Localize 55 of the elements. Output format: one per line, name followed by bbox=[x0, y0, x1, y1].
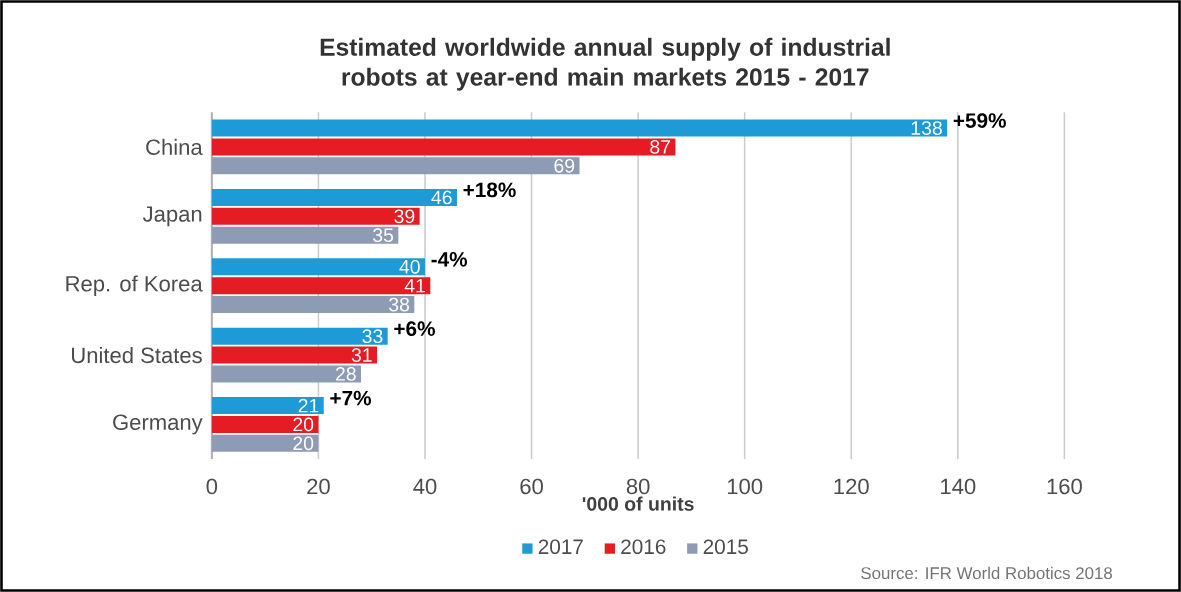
annotation: +7% bbox=[330, 390, 372, 406]
x-tick-label: 40 bbox=[413, 478, 437, 495]
y-tick-label: China bbox=[146, 138, 203, 155]
data-label: 28 bbox=[335, 367, 356, 381]
bar bbox=[211, 346, 378, 364]
annotation: +6% bbox=[394, 321, 435, 337]
data-label: 20 bbox=[293, 436, 314, 451]
y-tick-label: United States bbox=[72, 346, 202, 364]
x-tick-label: 20 bbox=[307, 478, 330, 495]
data-label: 35 bbox=[373, 228, 394, 243]
data-label: 33 bbox=[362, 329, 383, 344]
annotation: +59% bbox=[953, 113, 1006, 128]
bar bbox=[211, 327, 388, 345]
x-tick-label: 160 bbox=[1047, 478, 1082, 495]
x-axis-title: '000 of units bbox=[582, 496, 694, 511]
data-label: 87 bbox=[650, 140, 671, 154]
x-tick-label: 0 bbox=[206, 478, 218, 495]
chart-title: Estimated worldwide annual supply of industrial robots at year-end main markets 2015 - 2017 bbox=[320, 37, 890, 91]
y-tick-label: Germany bbox=[113, 414, 203, 435]
legend-label: 2016 bbox=[621, 539, 666, 555]
bar bbox=[211, 434, 319, 452]
bar bbox=[211, 119, 948, 137]
x-tick-label: 60 bbox=[520, 478, 543, 495]
bar bbox=[211, 365, 362, 383]
bar bbox=[211, 415, 319, 433]
bar bbox=[211, 138, 676, 156]
bar bbox=[211, 157, 580, 175]
legend-label: 2015 bbox=[703, 539, 748, 555]
x-tick-label: 100 bbox=[727, 478, 763, 495]
data-label: 20 bbox=[293, 417, 314, 432]
y-tick-label: Rep. of Korea bbox=[66, 275, 203, 296]
source-note: Source: IFR World Robotics 2018 bbox=[861, 566, 1112, 580]
bar bbox=[211, 207, 420, 225]
data-label: 69 bbox=[554, 158, 575, 173]
data-label: 138 bbox=[911, 121, 942, 135]
x-tick-label: 140 bbox=[941, 478, 976, 495]
data-label: 31 bbox=[351, 348, 372, 362]
data-label: 46 bbox=[431, 190, 452, 205]
bar bbox=[211, 226, 399, 244]
annotation: +18% bbox=[463, 182, 516, 198]
data-label: 21 bbox=[298, 398, 319, 413]
annotation: -4% bbox=[431, 252, 468, 267]
x-tick-label: 80 bbox=[626, 478, 650, 495]
data-label: 39 bbox=[394, 209, 415, 224]
y-tick-label: Japan bbox=[142, 206, 202, 227]
bar bbox=[211, 397, 324, 415]
legend-label: 2017 bbox=[538, 539, 583, 555]
data-label: 38 bbox=[389, 297, 410, 312]
x-tick-label: 120 bbox=[834, 478, 869, 495]
bar bbox=[211, 277, 431, 295]
bar bbox=[211, 258, 425, 276]
data-label: 40 bbox=[399, 259, 420, 274]
data-label: 41 bbox=[404, 278, 425, 293]
bar bbox=[211, 296, 415, 314]
bar bbox=[211, 188, 457, 206]
